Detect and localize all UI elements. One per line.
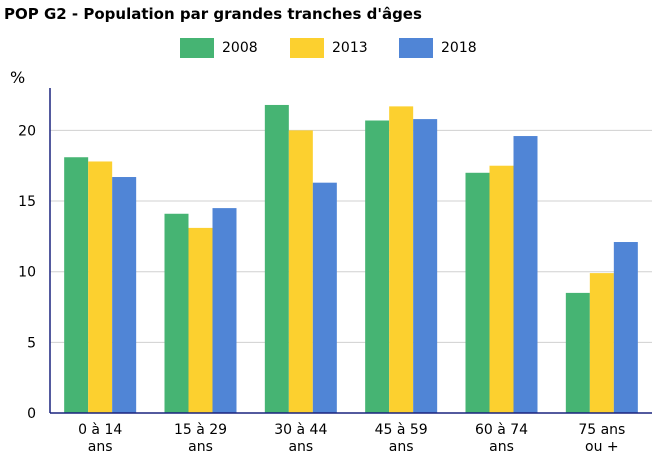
y-tick-label-15: 15 xyxy=(18,194,36,210)
legend-item-2008: 2008 xyxy=(180,36,258,60)
bar-2008-4 xyxy=(465,172,490,413)
bar-2018-5 xyxy=(613,242,638,413)
bar-2013-4 xyxy=(489,165,514,413)
y-tick-label-5: 5 xyxy=(27,335,36,351)
bar-2018-1 xyxy=(212,208,237,413)
legend-label-2008: 2008 xyxy=(222,40,258,56)
legend-item-2018: 2018 xyxy=(399,36,477,60)
bar-2018-3 xyxy=(413,119,438,413)
bar-2013-5 xyxy=(589,273,614,413)
legend-label-2018: 2018 xyxy=(441,40,477,56)
x-tick-label-5: 75 ans ou + xyxy=(578,422,625,455)
bar-2013-1 xyxy=(188,227,213,413)
chart-title: POP G2 - Population par grandes tranches… xyxy=(4,5,422,23)
legend-swatch-2013 xyxy=(290,38,324,58)
bar-2008-5 xyxy=(565,292,590,413)
bar-2013-0 xyxy=(88,161,113,413)
y-tick-label-0: 0 xyxy=(27,406,36,422)
x-tick-label-0: 0 à 14 ans xyxy=(78,422,122,455)
y-tick-label-10: 10 xyxy=(18,265,36,281)
bar-2008-3 xyxy=(365,120,390,413)
bar-2013-2 xyxy=(288,130,313,414)
x-tick-label-3: 45 à 59 ans xyxy=(375,422,428,455)
legend-swatch-2008 xyxy=(180,38,214,58)
legend-label-2013: 2013 xyxy=(332,40,368,56)
bar-2008-1 xyxy=(164,213,189,413)
bar-2013-3 xyxy=(389,106,414,413)
y-axis-unit: % xyxy=(10,68,26,87)
bar-2008-0 xyxy=(64,157,89,413)
legend: 2008 2013 2018 xyxy=(0,36,664,60)
bar-2018-0 xyxy=(112,177,137,413)
y-tick-label-20: 20 xyxy=(18,123,36,139)
x-tick-label-4: 60 à 74 ans xyxy=(475,422,528,455)
legend-swatch-2018 xyxy=(399,38,433,58)
x-tick-label-1: 15 à 29 ans xyxy=(174,422,227,455)
bar-2008-2 xyxy=(264,104,289,414)
legend-item-2013: 2013 xyxy=(290,36,368,60)
x-tick-label-2: 30 à 44 ans xyxy=(274,422,327,455)
bar-2018-4 xyxy=(513,136,538,414)
bar-2018-2 xyxy=(312,182,337,413)
